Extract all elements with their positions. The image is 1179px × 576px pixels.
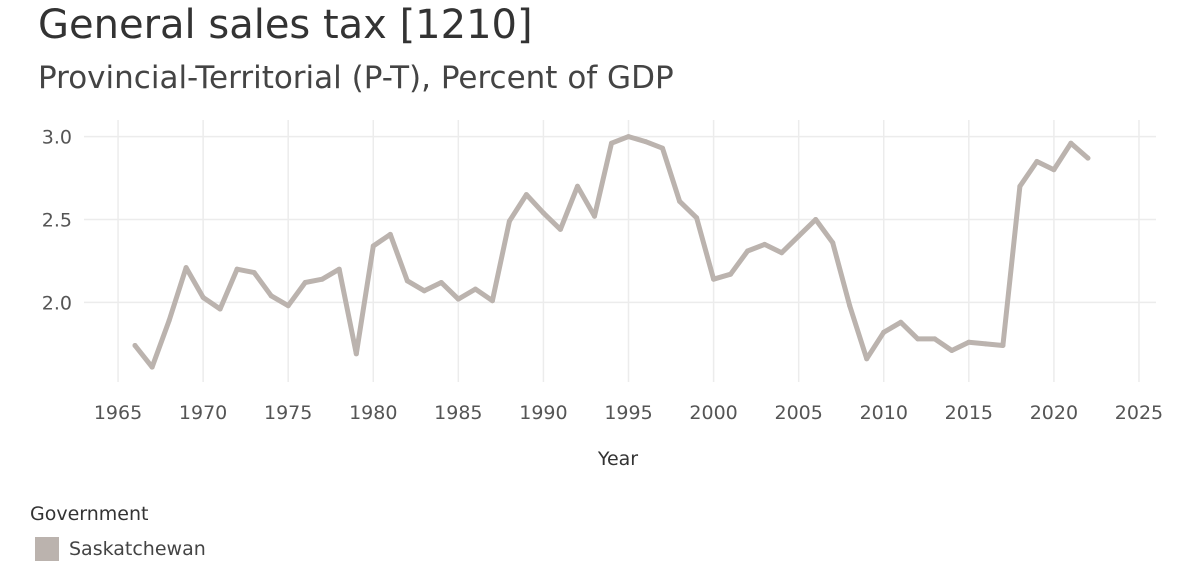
x-tick-label: 1965 xyxy=(94,402,142,424)
data-point[interactable] xyxy=(540,210,546,216)
data-point[interactable] xyxy=(149,364,155,370)
data-point[interactable] xyxy=(1017,183,1023,189)
x-tick-label: 1975 xyxy=(264,402,312,424)
data-point[interactable] xyxy=(983,341,989,347)
data-point[interactable] xyxy=(847,303,853,309)
data-point[interactable] xyxy=(319,276,325,282)
data-point[interactable] xyxy=(592,213,597,219)
data-point[interactable] xyxy=(523,192,529,198)
x-tick-label: 1985 xyxy=(434,402,482,424)
x-axis-ticks: 1965 1970 1975 1980 1985 1990 1995 2000 2005 2010… xyxy=(94,402,1163,424)
grid-lines xyxy=(84,120,1156,382)
series-lines xyxy=(132,134,1091,370)
data-point[interactable] xyxy=(251,270,257,276)
x-tick-label: 1995 xyxy=(604,402,652,424)
data-point[interactable] xyxy=(336,266,342,272)
y-tick-label: 2.0 xyxy=(42,292,72,314)
data-point[interactable] xyxy=(779,250,785,256)
data-point[interactable] xyxy=(489,298,495,304)
data-point[interactable] xyxy=(166,318,172,324)
data-point[interactable] xyxy=(762,241,768,247)
x-tick-label: 2000 xyxy=(689,402,737,424)
y-axis-ticks: 2.0 2.5 3.0 xyxy=(42,127,72,315)
legend-swatch xyxy=(35,537,59,561)
x-tick-label: 2020 xyxy=(1030,402,1078,424)
data-point[interactable] xyxy=(796,233,802,239)
data-point[interactable] xyxy=(557,226,563,232)
chart-title: General sales tax [1210] xyxy=(38,2,533,48)
data-point[interactable] xyxy=(660,145,665,151)
data-point[interactable] xyxy=(745,248,751,254)
data-point[interactable] xyxy=(268,293,274,299)
x-tick-label: 1990 xyxy=(519,402,567,424)
data-point[interactable] xyxy=(455,296,461,302)
x-tick-label: 2005 xyxy=(774,402,822,424)
data-point[interactable] xyxy=(438,280,444,285)
data-point[interactable] xyxy=(932,336,938,342)
y-tick-label: 2.5 xyxy=(42,209,72,231)
data-point[interactable] xyxy=(1000,343,1006,348)
legend-title: Government xyxy=(30,503,149,525)
data-point[interactable] xyxy=(864,356,870,362)
data-point[interactable] xyxy=(353,351,359,357)
data-point[interactable] xyxy=(370,243,376,249)
data-point[interactable] xyxy=(183,265,189,271)
data-point[interactable] xyxy=(830,240,836,246)
series-line-saskatchewan[interactable] xyxy=(132,134,1091,370)
data-point[interactable] xyxy=(200,294,206,300)
data-point[interactable] xyxy=(302,280,308,285)
data-point[interactable] xyxy=(421,288,427,294)
data-point[interactable] xyxy=(677,198,683,204)
legend-item-saskatchewan[interactable]: Saskatchewan xyxy=(35,537,206,561)
x-tick-label: 1970 xyxy=(179,402,227,424)
data-point[interactable] xyxy=(1085,155,1091,161)
data-point[interactable] xyxy=(881,329,887,335)
data-point[interactable] xyxy=(949,348,955,353)
x-tick-label: 2015 xyxy=(945,402,993,424)
data-point[interactable] xyxy=(285,303,291,309)
x-axis-title: Year xyxy=(597,448,638,470)
data-point[interactable] xyxy=(813,217,819,222)
data-point[interactable] xyxy=(694,215,700,221)
data-point[interactable] xyxy=(387,231,393,237)
data-point[interactable] xyxy=(1034,159,1040,164)
x-tick-label: 1980 xyxy=(349,402,397,424)
data-point[interactable] xyxy=(728,271,734,277)
data-point[interactable] xyxy=(1068,140,1074,146)
x-tick-label: 2025 xyxy=(1115,402,1163,424)
chart-subtitle: Provincial-Territorial (P-T), Percent of… xyxy=(38,60,674,96)
y-tick-label: 3.0 xyxy=(42,127,72,149)
data-point[interactable] xyxy=(217,306,223,312)
data-point[interactable] xyxy=(1051,167,1057,173)
data-point[interactable] xyxy=(234,266,240,272)
data-point[interactable] xyxy=(132,343,138,348)
data-point[interactable] xyxy=(915,336,921,342)
data-point[interactable] xyxy=(472,286,478,292)
x-tick-label: 2010 xyxy=(860,402,908,424)
data-point[interactable] xyxy=(575,183,580,189)
data-point[interactable] xyxy=(626,134,631,140)
data-point[interactable] xyxy=(506,218,512,224)
data-point[interactable] xyxy=(643,139,648,145)
legend-label: Saskatchewan xyxy=(69,538,206,560)
data-point[interactable] xyxy=(404,278,410,284)
data-point[interactable] xyxy=(898,319,904,325)
data-point[interactable] xyxy=(966,339,972,345)
data-point[interactable] xyxy=(609,140,614,146)
data-point[interactable] xyxy=(711,276,717,282)
